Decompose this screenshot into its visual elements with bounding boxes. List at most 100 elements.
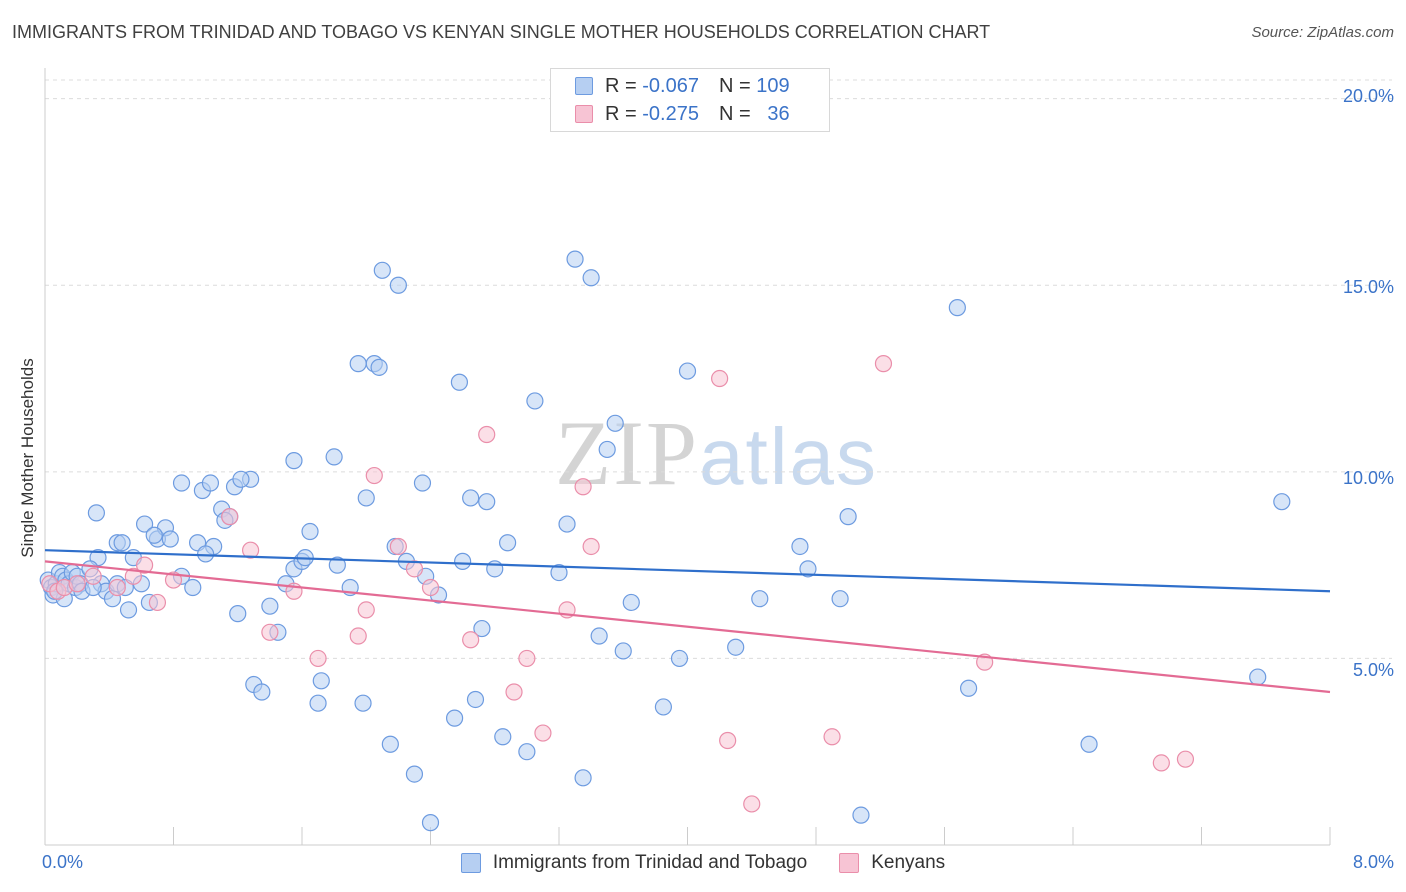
series-kenyans-points — [41, 355, 1195, 813]
trinidad-point-31 — [184, 578, 202, 597]
trinidad-point-54 — [309, 694, 327, 712]
trinidad-point-65 — [381, 735, 399, 753]
trinidad-point-74 — [445, 709, 464, 727]
trinidad-point-91 — [590, 627, 608, 645]
n-label: N = — [718, 102, 751, 125]
kenyans-point-35 — [1152, 754, 1170, 772]
kenyans-point-9 — [164, 571, 183, 589]
trinidad-point-69 — [405, 765, 424, 783]
trinidad-trend-line — [44, 549, 1331, 593]
kenyans-point-24 — [518, 649, 536, 668]
trinidad-point-28 — [145, 526, 163, 544]
trinidad-point-53 — [285, 452, 303, 470]
trinidad-point-98 — [678, 362, 697, 380]
x-tick-label-min: 0.0% — [42, 852, 84, 872]
trinidad-point-55 — [312, 672, 330, 690]
trinidad-point-36 — [172, 474, 191, 492]
stats-legend: R = -0.067 N = 109 R = -0.275 N = 36 — [550, 68, 830, 132]
trinidad-point-79 — [473, 619, 491, 638]
y-tick-label-10: 10.0% — [1342, 468, 1394, 488]
n-label: N = — [718, 74, 751, 97]
trinidad-point-41 — [232, 470, 250, 488]
kenyans-point-29 — [711, 369, 729, 388]
r-value: -0.275 — [642, 102, 699, 125]
trinidad-point-46 — [261, 597, 279, 615]
r-value: -0.067 — [642, 74, 699, 97]
kenyans-point-5 — [108, 578, 126, 597]
trinidad-point-110 — [1273, 493, 1291, 511]
n-value: 36 — [767, 102, 790, 125]
trinidad-point-103 — [831, 590, 849, 608]
series-legend: Immigrants from Trinidad and Tobago Keny… — [0, 852, 1406, 874]
trinidad-point-56 — [325, 448, 343, 466]
trinidad-point-77 — [462, 489, 480, 507]
kenyans-point-33 — [874, 355, 893, 373]
trinidad-point-101 — [791, 537, 809, 556]
trinidad-point-80 — [478, 493, 496, 511]
trinidad-point-109 — [1249, 668, 1267, 686]
kenyans-point-4 — [84, 567, 102, 585]
trinidad-point-64 — [373, 261, 391, 279]
trinidad-point-83 — [499, 534, 517, 552]
kenyans-point-21 — [462, 631, 480, 649]
swatch-blue — [460, 853, 481, 873]
trinidad-point-84 — [518, 743, 536, 761]
trinidad-point-43 — [229, 605, 247, 623]
trinidad-point-82 — [494, 728, 512, 746]
kenyans-point-14 — [309, 649, 327, 668]
trinidad-point-81 — [486, 560, 504, 578]
kenyans-point-23 — [505, 683, 523, 701]
kenyans-point-30 — [719, 731, 737, 750]
kenyans-point-11 — [242, 541, 260, 559]
kenyans-point-20 — [421, 578, 440, 597]
trinidad-point-61 — [357, 489, 375, 507]
kenyans-point-6 — [124, 567, 142, 585]
trinidad-point-45 — [253, 683, 271, 701]
trinidad-point-100 — [751, 590, 769, 608]
trinidad-point-102 — [799, 560, 817, 578]
trinidad-point-93 — [606, 414, 624, 432]
kenyans-point-7 — [135, 556, 154, 574]
kenyans-point-16 — [357, 601, 375, 619]
trinidad-point-104 — [839, 508, 857, 526]
trinidad-point-97 — [670, 649, 689, 668]
y-tick-label-5: 5.0% — [1352, 660, 1394, 680]
kenyans-point-31 — [743, 795, 761, 813]
trinidad-point-107 — [959, 679, 978, 697]
trinidad-point-38 — [201, 474, 220, 492]
kenyans-point-25 — [534, 724, 552, 742]
trinidad-point-60 — [354, 694, 372, 712]
trinidad-point-29 — [161, 530, 179, 548]
stats-legend-row-kenyans: R = -0.275 N = 36 — [575, 101, 790, 127]
y-tick-label-20: 20.0% — [1342, 86, 1394, 106]
kenyans-point-15 — [349, 627, 367, 645]
kenyans-point-22 — [478, 425, 496, 444]
trinidad-point-92 — [598, 440, 616, 459]
watermark-atlas: atlas — [699, 412, 878, 501]
trinidad-point-75 — [450, 373, 469, 391]
trinidad-point-94 — [614, 642, 632, 660]
trinidad-point-24 — [87, 504, 106, 522]
trinidad-point-67 — [389, 276, 407, 294]
trinidad-point-108 — [1080, 735, 1098, 753]
legend-item-kenyans[interactable]: Kenyans — [839, 852, 945, 874]
trinidad-point-57 — [328, 556, 346, 574]
trinidad-point-95 — [622, 593, 640, 612]
n-value: 109 — [756, 74, 790, 97]
trinidad-point-115 — [119, 601, 138, 619]
trinidad-point-89 — [574, 769, 592, 787]
kenyans-point-17 — [365, 466, 383, 485]
y-axis-label: Single Mother Households — [18, 358, 37, 558]
kenyans-point-27 — [574, 478, 592, 496]
source-credit: Source: ZipAtlas.com — [1251, 24, 1394, 41]
legend-item-trinidad[interactable]: Immigrants from Trinidad and Tobago — [460, 852, 808, 874]
trend-lines — [44, 549, 1331, 694]
trinidad-point-96 — [654, 698, 673, 716]
trinidad-point-116 — [197, 545, 215, 563]
kenyans-point-18 — [389, 537, 407, 556]
series-trinidad-points — [39, 250, 1291, 832]
trinidad-point-99 — [727, 638, 745, 656]
swatch-blue — [575, 77, 593, 95]
legend-label: Immigrants from Trinidad and Tobago — [492, 852, 808, 873]
